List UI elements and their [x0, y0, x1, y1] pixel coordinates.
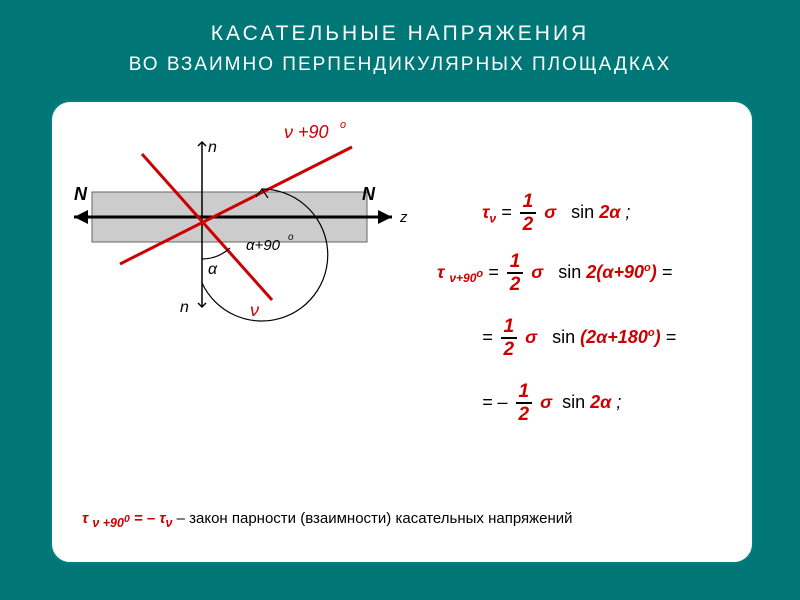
eq2-tail: = [662, 262, 673, 282]
n-top-label: n [208, 139, 217, 156]
alpha90-label: α+90 [246, 237, 281, 254]
eq1-tail: ; [625, 202, 630, 222]
z-label: z [399, 209, 408, 226]
content-panel: z N N n n ν ν +90 o α α+90 o [50, 100, 754, 564]
alpha-label: α [208, 261, 218, 278]
eq1-sin: sin [571, 202, 594, 222]
slide-subtitle: ВО ВЗАИМНО ПЕРПЕНДИКУЛЯРНЫХ ПЛОЩАДКАХ [0, 54, 800, 76]
n-bot-label: n [180, 299, 189, 316]
eq3-argpost: ) [655, 327, 661, 347]
eq2-sup2: o [644, 262, 651, 274]
eq3-sup: o [648, 327, 655, 339]
eq2-eq: = [488, 262, 499, 282]
equation-4: = – 1 2 σ sin 2α ; [482, 382, 621, 424]
equation-2: τ ν+90o = 12 σ sin 2(α+90o) = [437, 252, 672, 294]
slide-stage: КАСАТЕЛЬНЫЕ НАПРЯЖЕНИЯ ВО ВЗАИМНО ПЕРПЕН… [0, 0, 800, 600]
eq1-eq: = [501, 202, 512, 222]
eq2-supo: o [476, 268, 483, 280]
eq3-sigma: σ [525, 327, 537, 347]
c-tau1: τ [82, 510, 88, 527]
conclusion-line: τ ν +900 = – τν – закон парности (взаимн… [82, 510, 722, 530]
eq2-sigma: σ [531, 262, 543, 282]
slide-title: КАСАТЕЛЬНЫЕ НАПРЯЖЕНИЯ [0, 22, 800, 46]
eq2-argpre: 2(α+90 [586, 262, 644, 282]
nu90-label: ν +90 [284, 122, 329, 142]
eq3-eq: = [482, 327, 493, 347]
eq4-num: 1 [516, 382, 533, 401]
eq1-sigma: σ [544, 202, 556, 222]
c-text: – закон парности (взаимности) касательны… [177, 510, 573, 527]
equation-1: τν = 12 σ sin 2α ; [482, 192, 630, 234]
alpha90-sup: o [288, 232, 294, 243]
eq4-arg: 2α [590, 392, 611, 412]
eq3-sin: sin [552, 327, 575, 347]
eq4-sigma: σ [540, 392, 552, 412]
nu-label: ν [250, 300, 259, 320]
diagram-svg: z N N n n ν ν +90 o α α+90 o [52, 102, 432, 362]
eq4-eq: = – [482, 392, 508, 412]
c-sup1: 0 [124, 514, 130, 525]
eq3-tail: = [666, 327, 677, 347]
eq4-sin: sin [562, 392, 585, 412]
c-sub2: ν [166, 516, 173, 530]
c-sub1: ν +90 [92, 516, 124, 530]
arrow-left-icon [74, 210, 88, 224]
eq2-den: 2 [507, 275, 524, 294]
eq2-sin: sin [558, 262, 581, 282]
eq2-argpost: ) [651, 262, 657, 282]
eq1-sub: ν [489, 211, 496, 225]
equation-3: = 1 2 σ sin (2α+180o) = [482, 317, 676, 359]
nu90-sup: o [340, 119, 346, 131]
eq1-arg: 2α [599, 202, 620, 222]
eq2-num: 1 [507, 252, 524, 271]
eq3-num: 1 [501, 317, 518, 336]
eq4-tail: ; [616, 392, 621, 412]
eq2-tau: τ [437, 262, 444, 282]
N-left-label: N [74, 184, 88, 204]
eq4-den: 2 [516, 405, 533, 424]
eq1-num: 1 [520, 192, 537, 211]
eq1-den: 2 [520, 215, 537, 234]
eq3-argpre: (2α+180 [580, 327, 648, 347]
eq3-den: 2 [501, 340, 518, 359]
eq2-sub: ν+90 [449, 271, 476, 285]
arrow-right-icon [378, 210, 392, 224]
c-mid: = – [134, 510, 159, 527]
N-right-label: N [362, 184, 376, 204]
